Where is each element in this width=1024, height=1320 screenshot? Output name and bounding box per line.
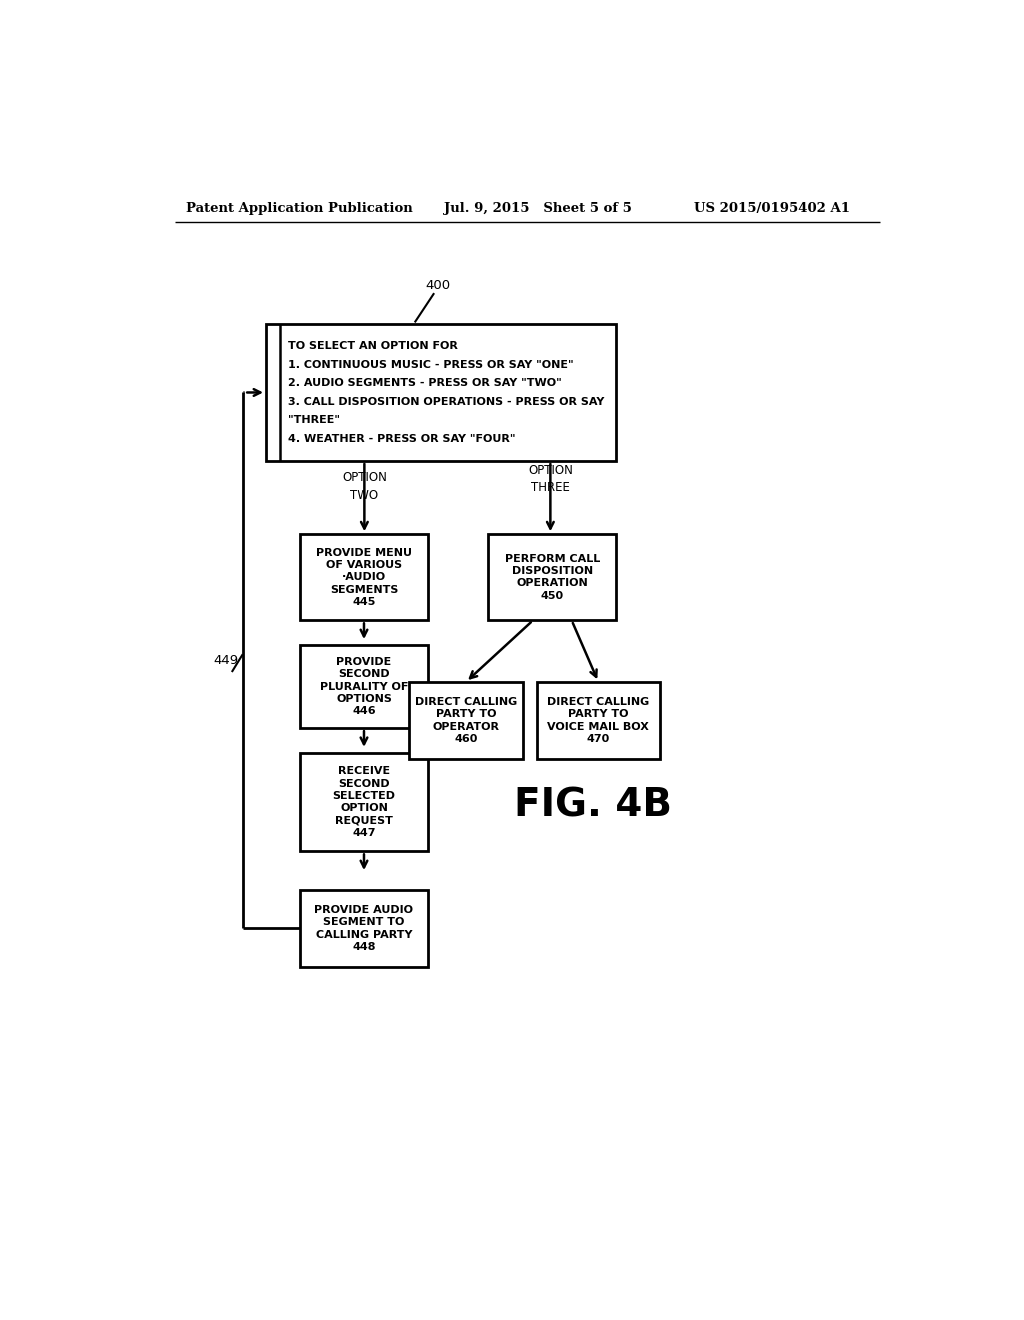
- Text: OPERATOR: OPERATOR: [432, 722, 500, 731]
- Text: CALLING PARTY: CALLING PARTY: [315, 929, 413, 940]
- Text: 470: 470: [587, 734, 610, 744]
- Text: 449: 449: [213, 653, 239, 667]
- Text: 446: 446: [352, 706, 376, 717]
- Text: ·AUDIO: ·AUDIO: [342, 573, 386, 582]
- Text: TWO: TWO: [350, 490, 379, 502]
- Text: SECOND: SECOND: [338, 669, 390, 680]
- Text: 4. WEATHER - PRESS OR SAY "FOUR": 4. WEATHER - PRESS OR SAY "FOUR": [288, 434, 515, 444]
- Text: FIG. 4B: FIG. 4B: [514, 787, 672, 824]
- Text: 400: 400: [425, 279, 451, 292]
- Text: US 2015/0195402 A1: US 2015/0195402 A1: [693, 202, 850, 215]
- Text: PARTY TO: PARTY TO: [435, 709, 497, 719]
- Text: PROVIDE MENU: PROVIDE MENU: [316, 548, 412, 557]
- Bar: [300, 645, 428, 729]
- Text: RECEIVE: RECEIVE: [338, 767, 390, 776]
- Text: TO SELECT AN OPTION FOR: TO SELECT AN OPTION FOR: [288, 342, 458, 351]
- Text: "THREE": "THREE": [288, 416, 340, 425]
- Text: OPTION: OPTION: [528, 463, 572, 477]
- Text: 445: 445: [352, 597, 376, 607]
- Text: SEGMENTS: SEGMENTS: [330, 585, 398, 594]
- Text: SECOND: SECOND: [338, 779, 390, 788]
- Text: THREE: THREE: [530, 482, 569, 495]
- Text: REQUEST: REQUEST: [335, 816, 393, 825]
- Text: Jul. 9, 2015   Sheet 5 of 5: Jul. 9, 2015 Sheet 5 of 5: [444, 202, 632, 215]
- Text: VOICE MAIL BOX: VOICE MAIL BOX: [548, 722, 649, 731]
- Bar: [409, 682, 523, 759]
- Text: PLURALITY OF: PLURALITY OF: [319, 681, 409, 692]
- Text: SELECTED: SELECTED: [333, 791, 395, 801]
- Text: OPERATION: OPERATION: [516, 578, 588, 589]
- Text: 1. CONTINUOUS MUSIC - PRESS OR SAY "ONE": 1. CONTINUOUS MUSIC - PRESS OR SAY "ONE": [288, 360, 573, 370]
- Text: 447: 447: [352, 828, 376, 838]
- Text: 2. AUDIO SEGMENTS - PRESS OR SAY "TWO": 2. AUDIO SEGMENTS - PRESS OR SAY "TWO": [288, 379, 561, 388]
- Bar: [538, 682, 659, 759]
- Text: SEGMENT TO: SEGMENT TO: [324, 917, 404, 927]
- Bar: [300, 752, 428, 851]
- Text: 448: 448: [352, 942, 376, 952]
- Text: OPTIONS: OPTIONS: [336, 694, 392, 704]
- Bar: [488, 535, 616, 620]
- Text: Patent Application Publication: Patent Application Publication: [186, 202, 413, 215]
- Text: PROVIDE AUDIO: PROVIDE AUDIO: [314, 906, 414, 915]
- Bar: [300, 535, 428, 620]
- Text: OPTION: OPTION: [340, 804, 388, 813]
- Text: DIRECT CALLING: DIRECT CALLING: [547, 697, 649, 708]
- Text: 3. CALL DISPOSITION OPERATIONS - PRESS OR SAY: 3. CALL DISPOSITION OPERATIONS - PRESS O…: [288, 397, 604, 407]
- Bar: [266, 323, 616, 461]
- Text: PROVIDE: PROVIDE: [336, 657, 391, 667]
- Text: PERFORM CALL: PERFORM CALL: [505, 554, 600, 564]
- Text: DISPOSITION: DISPOSITION: [512, 566, 593, 576]
- Text: PARTY TO: PARTY TO: [568, 709, 629, 719]
- Text: OF VARIOUS: OF VARIOUS: [326, 560, 402, 570]
- Text: OPTION: OPTION: [342, 471, 387, 484]
- Text: DIRECT CALLING: DIRECT CALLING: [415, 697, 517, 708]
- Text: 450: 450: [541, 591, 564, 601]
- Bar: [300, 890, 428, 966]
- Text: 460: 460: [455, 734, 477, 744]
